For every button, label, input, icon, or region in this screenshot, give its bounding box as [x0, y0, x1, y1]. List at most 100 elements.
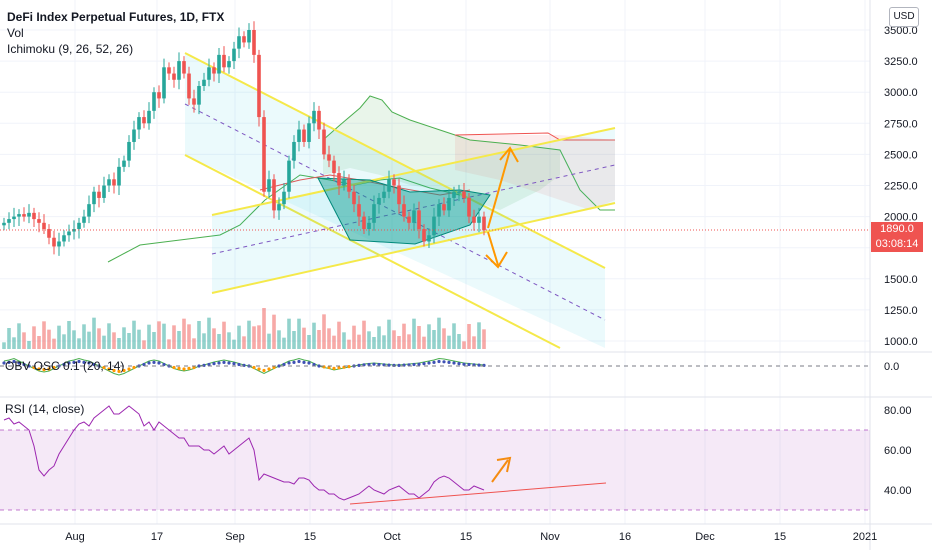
candle-body	[342, 179, 346, 186]
candle-body	[87, 204, 91, 217]
rsi-line	[3, 405, 485, 501]
candle-body	[197, 85, 201, 105]
obv-signal-dot	[87, 361, 91, 365]
price-tick-label: 3000.0	[884, 87, 918, 99]
obv-signal-dot	[282, 362, 286, 367]
candle-body	[337, 173, 341, 186]
candle-body	[27, 212, 31, 217]
obv-signal-dot	[327, 365, 331, 370]
candle-body	[457, 191, 461, 194]
candle-body	[382, 191, 386, 198]
candle-body	[37, 219, 41, 223]
candle-body	[7, 219, 11, 223]
obv-signal-dot	[147, 361, 151, 365]
obv-signal-dot	[237, 362, 241, 367]
obv-signal-dot	[207, 362, 211, 367]
candle-body	[277, 204, 281, 211]
volume-bar	[357, 334, 361, 349]
obv-signal-dot	[117, 369, 121, 373]
candle-body	[127, 141, 131, 161]
volume-bar	[272, 314, 276, 349]
candle-body	[52, 237, 56, 247]
volume-bar	[277, 330, 281, 349]
candle-body	[42, 222, 46, 230]
candle-body	[287, 160, 291, 192]
obv-signal-dot	[437, 359, 441, 364]
candle-body	[22, 214, 26, 217]
currency-button[interactable]: USD	[889, 7, 919, 27]
obv-signal-dot	[377, 362, 381, 367]
vol-label[interactable]: Vol	[7, 26, 24, 40]
volume-bar	[27, 341, 31, 349]
ichimoku-label[interactable]: Ichimoku (9, 26, 52, 26)	[7, 42, 134, 56]
candle-body	[252, 30, 256, 55]
obv-signal-dot	[312, 362, 316, 367]
candle-body	[317, 110, 321, 130]
obv-signal-dot	[197, 364, 201, 368]
ichimoku-span-b	[454, 132, 615, 141]
candle-body	[217, 54, 221, 74]
volume-bar	[367, 331, 371, 349]
volume-bar	[232, 339, 236, 349]
arrow-up-rsi-head	[496, 456, 512, 473]
candle-body	[232, 48, 236, 62]
volume-bar	[287, 318, 291, 349]
volume-bar	[207, 317, 211, 349]
candle-body	[482, 216, 486, 231]
rsi-label[interactable]: RSI (14, close)	[5, 402, 85, 416]
ichimoku-lagging	[107, 174, 461, 263]
obv-signal-dot	[387, 363, 391, 367]
candle-body	[187, 73, 191, 99]
obv-signal-dot	[182, 367, 186, 371]
candle-body	[202, 79, 206, 86]
obv-signal-dot	[17, 361, 21, 365]
candle-body	[327, 154, 331, 161]
obv-label[interactable]: OBV OSC 0.1 (20, 14)	[5, 359, 125, 373]
descending-channel-mid	[184, 103, 606, 321]
volume-bar	[217, 334, 221, 349]
obv-signal-dot	[27, 364, 31, 368]
x-tick-label: Aug	[65, 531, 85, 543]
volume-bar	[67, 321, 71, 349]
candle-body	[222, 54, 226, 68]
candle-body	[167, 67, 171, 74]
volume-bar	[182, 318, 186, 349]
candle-body	[77, 222, 81, 230]
obv-signal-dot	[432, 360, 436, 364]
obv-signal-dot	[152, 360, 156, 364]
obv-signal-dot	[177, 366, 181, 370]
volume-bar	[37, 336, 41, 349]
candle-body	[412, 210, 416, 223]
obv-signal-dot	[367, 362, 371, 367]
volume-bar	[322, 314, 326, 349]
volume-bar	[377, 326, 381, 349]
obv-signal-dot	[462, 362, 466, 366]
obv-signal-dot	[457, 362, 461, 366]
obv-signal-dot	[267, 367, 271, 371]
volume-bar	[172, 325, 176, 349]
volume-bar	[187, 324, 191, 349]
candle-body	[432, 216, 436, 236]
volume-bar	[212, 328, 216, 349]
volume-bar	[87, 331, 91, 349]
volume-bar	[192, 338, 196, 349]
ascending-channel-lower	[211, 202, 616, 294]
candle-body	[157, 92, 161, 99]
volume-bar	[17, 323, 21, 349]
obv-signal-dot	[277, 364, 281, 368]
candle-body	[147, 110, 151, 124]
volume-bar	[327, 328, 331, 349]
candle-body	[92, 191, 96, 205]
volume-bar	[92, 317, 96, 349]
volume-bar	[77, 338, 81, 349]
volume-bar	[147, 324, 151, 349]
candle-body	[67, 231, 71, 236]
candle-body	[402, 204, 406, 217]
obv-signal-dot	[397, 363, 401, 367]
x-tick-label: 15	[304, 531, 316, 543]
candle-body	[272, 179, 276, 211]
volume-bar	[347, 339, 351, 349]
volume-bar	[462, 341, 466, 349]
volume-bar	[332, 335, 336, 349]
